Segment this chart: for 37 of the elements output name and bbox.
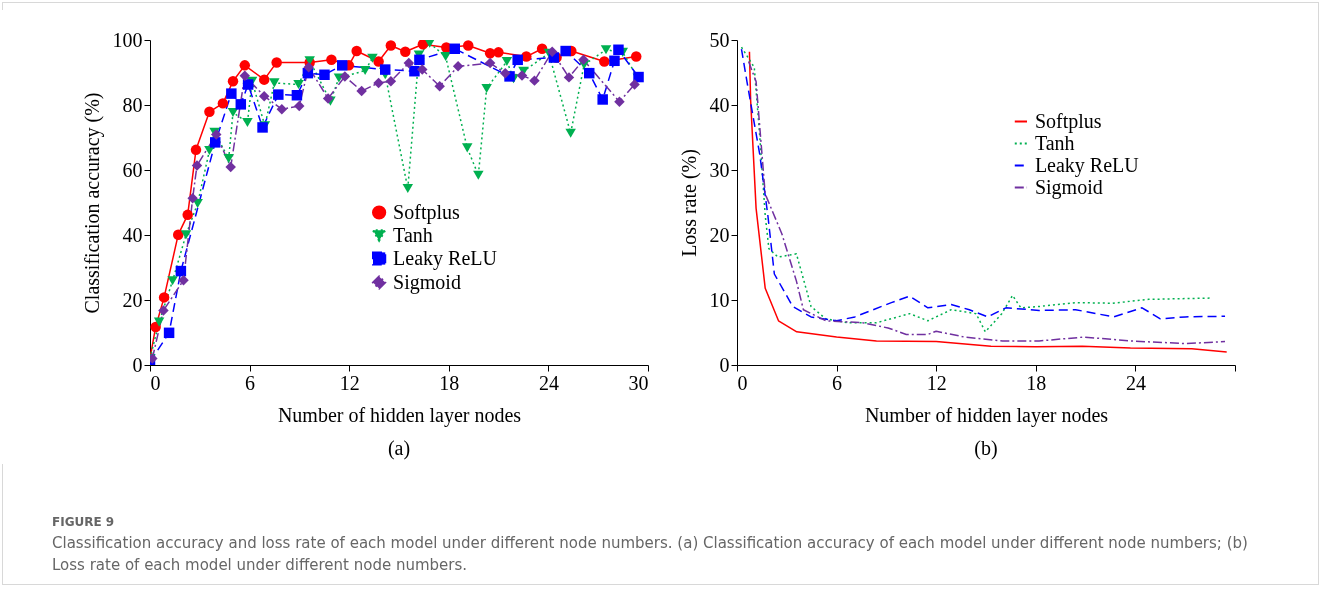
x-tick-label: 0: [737, 371, 748, 394]
legend-label: Leaky ReLU: [393, 246, 498, 270]
text: (b): [974, 437, 998, 460]
caption: FIGURE 9: [52, 515, 116, 529]
y-tick-label: 40: [122, 223, 143, 246]
x-tick-label: 0: [150, 371, 161, 394]
y-tick-label: 20: [122, 288, 143, 311]
legend-label: Softplus: [393, 200, 461, 224]
y-tick-label: 30: [709, 158, 730, 181]
legend-label: Softplus: [1034, 109, 1102, 133]
y-tick-label: 50: [709, 28, 730, 51]
legend-label: Tanh: [393, 223, 433, 246]
x-tick-label: 6: [832, 371, 843, 394]
y-tick-label: 100: [112, 28, 143, 51]
text: (a): [387, 437, 411, 460]
x-tick-label: 6: [245, 371, 256, 394]
y-tick-label: 0: [132, 353, 143, 376]
y-tick-label: 20: [709, 223, 730, 246]
y-tick-label: 0: [719, 353, 730, 376]
x-tick-label: 24: [538, 371, 559, 394]
x-tick-label: 18: [1026, 371, 1047, 394]
text: Classification accuracy and loss rate of each model under different node numbers. (a) Classification accuracy of each model under different node numbers; (b) Loss rate of each model under different node numbers.: [52, 533, 1249, 576]
x-tick-label: 30: [628, 371, 649, 394]
x-tick-label: 18: [439, 371, 460, 394]
y-tick-label: 60: [122, 158, 143, 181]
x-tick-label: 24: [1125, 371, 1146, 394]
y-tick-label: 40: [709, 93, 730, 116]
y-tick-label: 10: [709, 288, 730, 311]
y-tick-label: 80: [122, 93, 143, 116]
legend-label: Leaky ReLU: [1034, 153, 1140, 177]
y-axis-title: Loss rate (%): [677, 149, 701, 257]
x-tick-label: 12: [926, 371, 947, 394]
x-axis-title: Number of hidden layer nodes: [277, 403, 522, 427]
x-tick-label: 12: [339, 371, 360, 394]
y-axis-title: Classification accuracy (%): [80, 92, 104, 314]
x-axis-title: Number of hidden layer nodes: [864, 403, 1109, 427]
legend-label: Sigmoid: [393, 270, 461, 294]
